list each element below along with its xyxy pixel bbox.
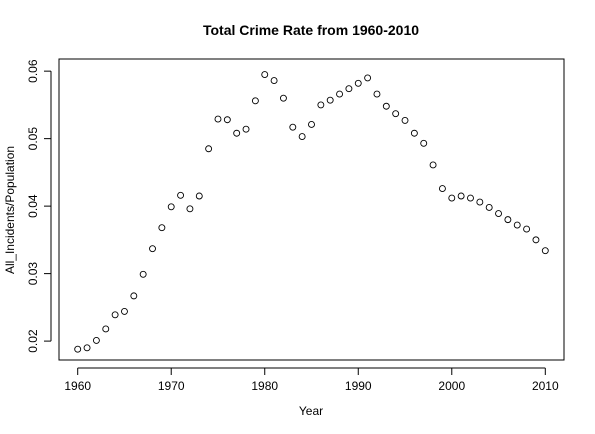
data-points bbox=[74, 71, 549, 353]
x-axis: 1960 1970 1980 1990 2000 2010 bbox=[64, 367, 559, 393]
x-tick-label: 1970 bbox=[158, 379, 185, 393]
data-point bbox=[467, 194, 474, 202]
data-point bbox=[373, 90, 381, 98]
y-tick-label: 0.06 bbox=[26, 59, 40, 83]
data-point bbox=[130, 292, 138, 300]
x-axis-label: Year bbox=[299, 404, 323, 418]
plot-frame bbox=[58, 58, 565, 361]
y-tick-label: 0.04 bbox=[26, 194, 40, 218]
data-point bbox=[392, 110, 400, 118]
x-tick-label: 1990 bbox=[345, 379, 372, 393]
data-point bbox=[177, 191, 185, 199]
data-point bbox=[504, 216, 512, 224]
data-point bbox=[513, 221, 521, 229]
data-point bbox=[345, 85, 353, 93]
data-point bbox=[261, 71, 269, 78]
data-point bbox=[401, 116, 409, 124]
data-point bbox=[382, 102, 390, 110]
data-point bbox=[532, 236, 540, 244]
x-tick-label: 2010 bbox=[532, 379, 559, 393]
data-point bbox=[541, 247, 549, 255]
chart-title: Total Crime Rate from 1960-2010 bbox=[203, 22, 419, 38]
data-point bbox=[429, 161, 437, 169]
data-point bbox=[195, 192, 203, 200]
data-point bbox=[111, 311, 119, 319]
data-point bbox=[485, 204, 493, 211]
data-point bbox=[438, 185, 446, 193]
y-tick-label: 0.03 bbox=[26, 262, 40, 286]
data-point bbox=[83, 344, 91, 352]
data-point bbox=[279, 94, 287, 102]
data-point bbox=[121, 307, 128, 315]
data-point bbox=[298, 133, 306, 141]
data-point bbox=[523, 225, 531, 233]
data-point bbox=[326, 96, 334, 104]
data-point bbox=[289, 123, 297, 131]
data-point bbox=[92, 336, 100, 344]
data-point bbox=[317, 101, 325, 109]
data-point bbox=[242, 125, 250, 133]
data-point bbox=[102, 325, 110, 333]
data-point bbox=[495, 210, 502, 217]
data-point bbox=[214, 115, 222, 123]
data-point bbox=[336, 90, 344, 98]
x-tick-label: 1980 bbox=[251, 379, 278, 393]
y-axis-label: All_Incidents/Population bbox=[3, 146, 17, 274]
data-point bbox=[364, 74, 372, 82]
data-point bbox=[149, 245, 156, 253]
y-tick-label: 0.05 bbox=[26, 127, 40, 151]
x-tick-label: 1960 bbox=[64, 379, 91, 393]
data-point bbox=[354, 79, 362, 87]
data-point bbox=[223, 116, 231, 124]
data-point bbox=[74, 345, 82, 353]
data-point bbox=[158, 224, 166, 232]
data-point bbox=[420, 139, 428, 147]
y-axis: 0.02 0.03 0.04 0.05 0.06 bbox=[26, 59, 52, 353]
data-point bbox=[139, 270, 147, 278]
data-point bbox=[270, 77, 278, 85]
data-point bbox=[476, 198, 484, 206]
data-point bbox=[205, 145, 213, 153]
data-point bbox=[233, 129, 241, 137]
data-point bbox=[308, 121, 315, 128]
data-point bbox=[167, 203, 175, 211]
data-point bbox=[410, 129, 418, 137]
x-tick-label: 2000 bbox=[438, 379, 465, 393]
data-point bbox=[457, 192, 465, 200]
data-point bbox=[251, 97, 259, 105]
y-tick-label: 0.02 bbox=[26, 329, 40, 353]
data-point bbox=[186, 205, 194, 213]
data-point bbox=[448, 194, 456, 202]
